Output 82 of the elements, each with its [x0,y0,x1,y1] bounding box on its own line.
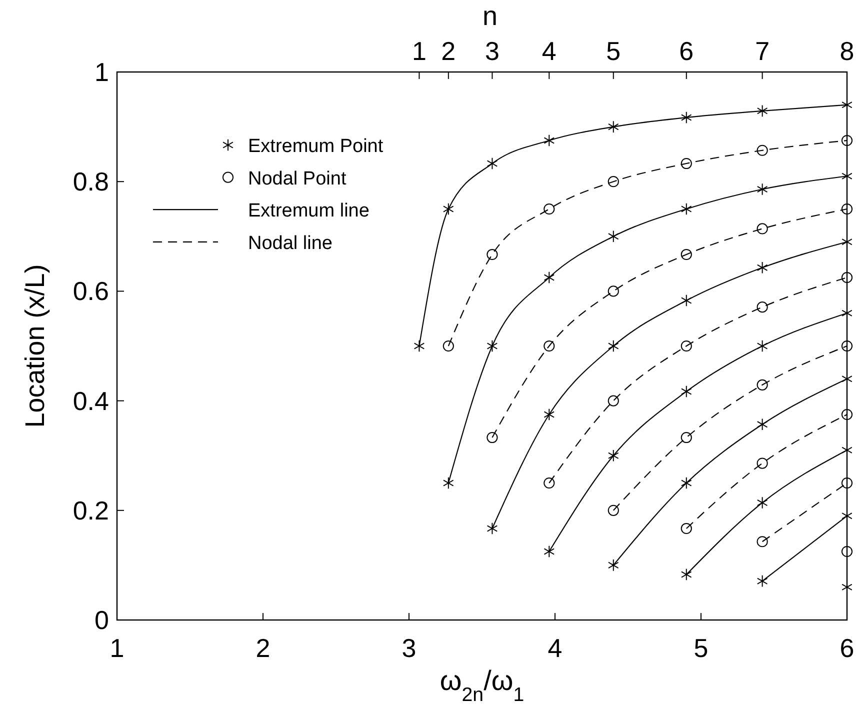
point [486,432,498,444]
point [680,158,692,170]
point [841,340,853,352]
x-tick-label: 5 [694,633,708,663]
point [680,568,692,581]
text: 8 [840,36,854,66]
text: 2 [441,36,456,66]
point [608,395,619,406]
point [680,432,692,444]
legend-label: Extremum Point [248,136,384,157]
y-tick-label: 0.8 [72,166,109,197]
point [680,340,692,352]
point [756,458,768,469]
point [841,134,853,146]
point [756,536,768,548]
x-tick-label: 4 [548,633,562,663]
text: 3 [484,36,500,66]
point [841,272,853,284]
x-tick-label: 6 [840,633,854,663]
point [486,522,498,535]
point [680,111,692,124]
y-axis-title: Location (x/L) [20,264,50,428]
point [756,261,768,274]
point [841,477,853,489]
point [486,248,498,260]
point [680,385,692,398]
point [608,559,619,572]
point [680,202,692,216]
point [544,545,555,558]
point [756,302,768,313]
point [608,286,619,297]
x2-axis-title: n [482,1,498,31]
text: 5 [606,36,621,66]
point [544,134,555,147]
point [544,408,555,421]
point [756,340,768,352]
point [544,340,555,352]
point [414,340,425,352]
point [756,418,768,431]
point [680,248,692,260]
y-tick-label: 0 [94,605,109,635]
text: 1 [412,36,426,66]
point [486,340,498,352]
point [680,476,692,490]
point [544,271,555,284]
legend-label: Nodal line [248,232,332,254]
point [443,202,454,216]
point [841,203,853,215]
point [841,408,853,420]
text: 4 [542,36,556,66]
point [608,230,619,243]
x-tick-label: 2 [256,633,270,663]
point [443,476,454,490]
y-tick-label: 1 [94,57,109,87]
point [756,496,768,509]
point [608,504,619,516]
point [608,176,619,188]
point [442,340,454,352]
point [756,104,768,118]
y-tick-label: 0.4 [72,386,109,416]
point [756,223,768,234]
point [608,340,619,352]
point [756,379,768,390]
point [756,144,768,156]
point [756,574,768,588]
point [486,157,498,170]
legend-label: Extremum line [248,200,370,222]
point [756,183,768,196]
x-axis-title: ω$_{2n}$/ω$_{1}$ [440,665,524,706]
legend-label: Nodal Point [248,168,347,190]
point [680,294,692,307]
y-tick-label: 0.2 [72,495,109,526]
point [544,203,555,215]
y-tick-label: 0.6 [72,276,109,306]
text: 7 [755,36,770,66]
point [608,120,619,133]
point [680,522,692,534]
x-tick-label: 3 [402,633,416,663]
point [841,546,853,558]
text: 6 [679,36,694,66]
point [608,449,619,462]
point [544,477,555,489]
